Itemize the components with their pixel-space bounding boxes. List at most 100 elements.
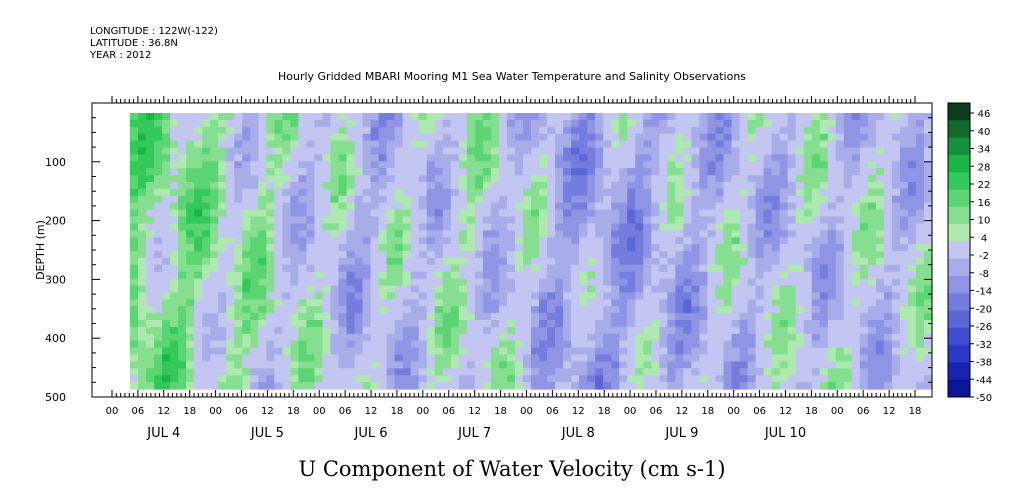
heatmap-cell — [779, 168, 789, 176]
heatmap-cell — [587, 264, 596, 273]
heatmap-cell — [306, 202, 316, 211]
heatmap-cell — [474, 195, 484, 204]
heatmap-cell — [571, 375, 580, 383]
heatmap-cell — [883, 320, 893, 328]
heatmap-cell — [418, 299, 428, 307]
heatmap-cell — [274, 161, 283, 169]
heatmap-cell — [466, 278, 476, 287]
heatmap-cell — [683, 113, 692, 121]
heatmap-cell — [490, 140, 500, 149]
heatmap-cell — [907, 313, 917, 321]
heatmap-cell — [450, 333, 460, 342]
heatmap-cell — [226, 209, 235, 218]
heatmap-cell — [627, 264, 636, 273]
heatmap-cell — [210, 237, 219, 245]
heatmap-cell — [571, 333, 580, 342]
heatmap-cell — [394, 382, 404, 390]
heatmap-cell — [739, 285, 749, 293]
heatmap-cell — [811, 340, 821, 349]
heatmap-cell — [771, 278, 781, 287]
heatmap-cell — [210, 340, 219, 349]
heatmap-cell — [675, 368, 684, 376]
heatmap-cell — [242, 168, 251, 176]
heatmap-cell — [531, 113, 540, 121]
heatmap-cell — [739, 209, 749, 218]
heatmap-cell — [258, 182, 267, 190]
heatmap-cell — [162, 188, 171, 197]
heatmap-cell — [779, 202, 789, 211]
heatmap-cell — [442, 140, 452, 149]
heatmap-cell — [474, 251, 484, 259]
heatmap-cell — [274, 188, 283, 197]
heatmap-cell — [699, 133, 709, 142]
heatmap-cell — [322, 140, 332, 149]
heatmap-cell — [466, 306, 476, 314]
heatmap-cell — [675, 147, 684, 155]
heatmap-cell — [338, 340, 348, 349]
heatmap-cell — [667, 154, 676, 162]
heatmap-cell — [707, 278, 717, 287]
heatmap-cell — [771, 251, 781, 259]
heatmap-cell — [787, 168, 797, 176]
heatmap-cell — [410, 333, 420, 342]
heatmap-cell — [474, 382, 484, 390]
heatmap-cell — [563, 202, 572, 211]
heatmap-cell — [202, 175, 211, 183]
heatmap-cell — [731, 251, 741, 259]
heatmap-cell — [450, 154, 460, 162]
heatmap-cell — [442, 333, 452, 342]
heatmap-cell — [466, 230, 476, 238]
heatmap-cell — [178, 333, 187, 342]
heatmap-cell — [346, 182, 356, 190]
heatmap-cell — [659, 285, 668, 293]
heatmap-cell — [739, 313, 749, 321]
heatmap-cell — [651, 154, 660, 162]
heatmap-cell — [659, 154, 668, 162]
heatmap-cell — [843, 333, 853, 342]
heatmap-cell — [915, 147, 925, 155]
heatmap-cell — [482, 361, 492, 369]
heatmap-cell — [250, 285, 259, 293]
heatmap-cell — [378, 140, 388, 149]
heatmap-cell — [555, 147, 564, 155]
heatmap-cell — [811, 223, 821, 231]
heatmap-cell — [426, 175, 436, 183]
heatmap-cell — [418, 133, 428, 142]
x-hour-label: 12 — [468, 406, 481, 417]
heatmap-cell — [611, 306, 620, 314]
heatmap-cell — [819, 292, 829, 300]
heatmap-cell — [434, 285, 444, 293]
heatmap-cell — [354, 244, 364, 252]
heatmap-cell — [587, 195, 596, 204]
heatmap-cell — [306, 161, 316, 169]
heatmap-cell — [819, 361, 829, 369]
heatmap-cell — [651, 188, 660, 197]
heatmap-cell — [226, 306, 235, 314]
heatmap-cell — [851, 340, 861, 349]
heatmap-cell — [386, 347, 396, 356]
heatmap-cell — [178, 175, 187, 183]
heatmap-cell — [178, 223, 187, 231]
heatmap-cell — [867, 175, 877, 183]
heatmap-cell — [739, 113, 749, 121]
heatmap-cell — [779, 161, 789, 169]
heatmap-cell — [250, 313, 259, 321]
heatmap-cell — [354, 320, 364, 328]
heatmap-cell — [154, 292, 163, 300]
heatmap-cell — [210, 375, 219, 383]
heatmap-cell — [346, 333, 356, 342]
heatmap-cell — [434, 140, 444, 149]
heatmap-cell — [731, 195, 741, 204]
heatmap-cell — [370, 264, 380, 273]
heatmap-cell — [555, 175, 564, 183]
heatmap-cell — [370, 119, 380, 128]
heatmap-cell — [739, 361, 749, 369]
x-hour-label: 00 — [209, 406, 222, 417]
heatmap-cell — [667, 333, 676, 342]
heatmap-cell — [466, 271, 476, 280]
heatmap-cell — [314, 375, 324, 383]
heatmap-cell — [635, 113, 644, 121]
heatmap-cell — [547, 251, 556, 259]
heatmap-cell — [162, 182, 171, 190]
heatmap-cell — [731, 216, 741, 224]
